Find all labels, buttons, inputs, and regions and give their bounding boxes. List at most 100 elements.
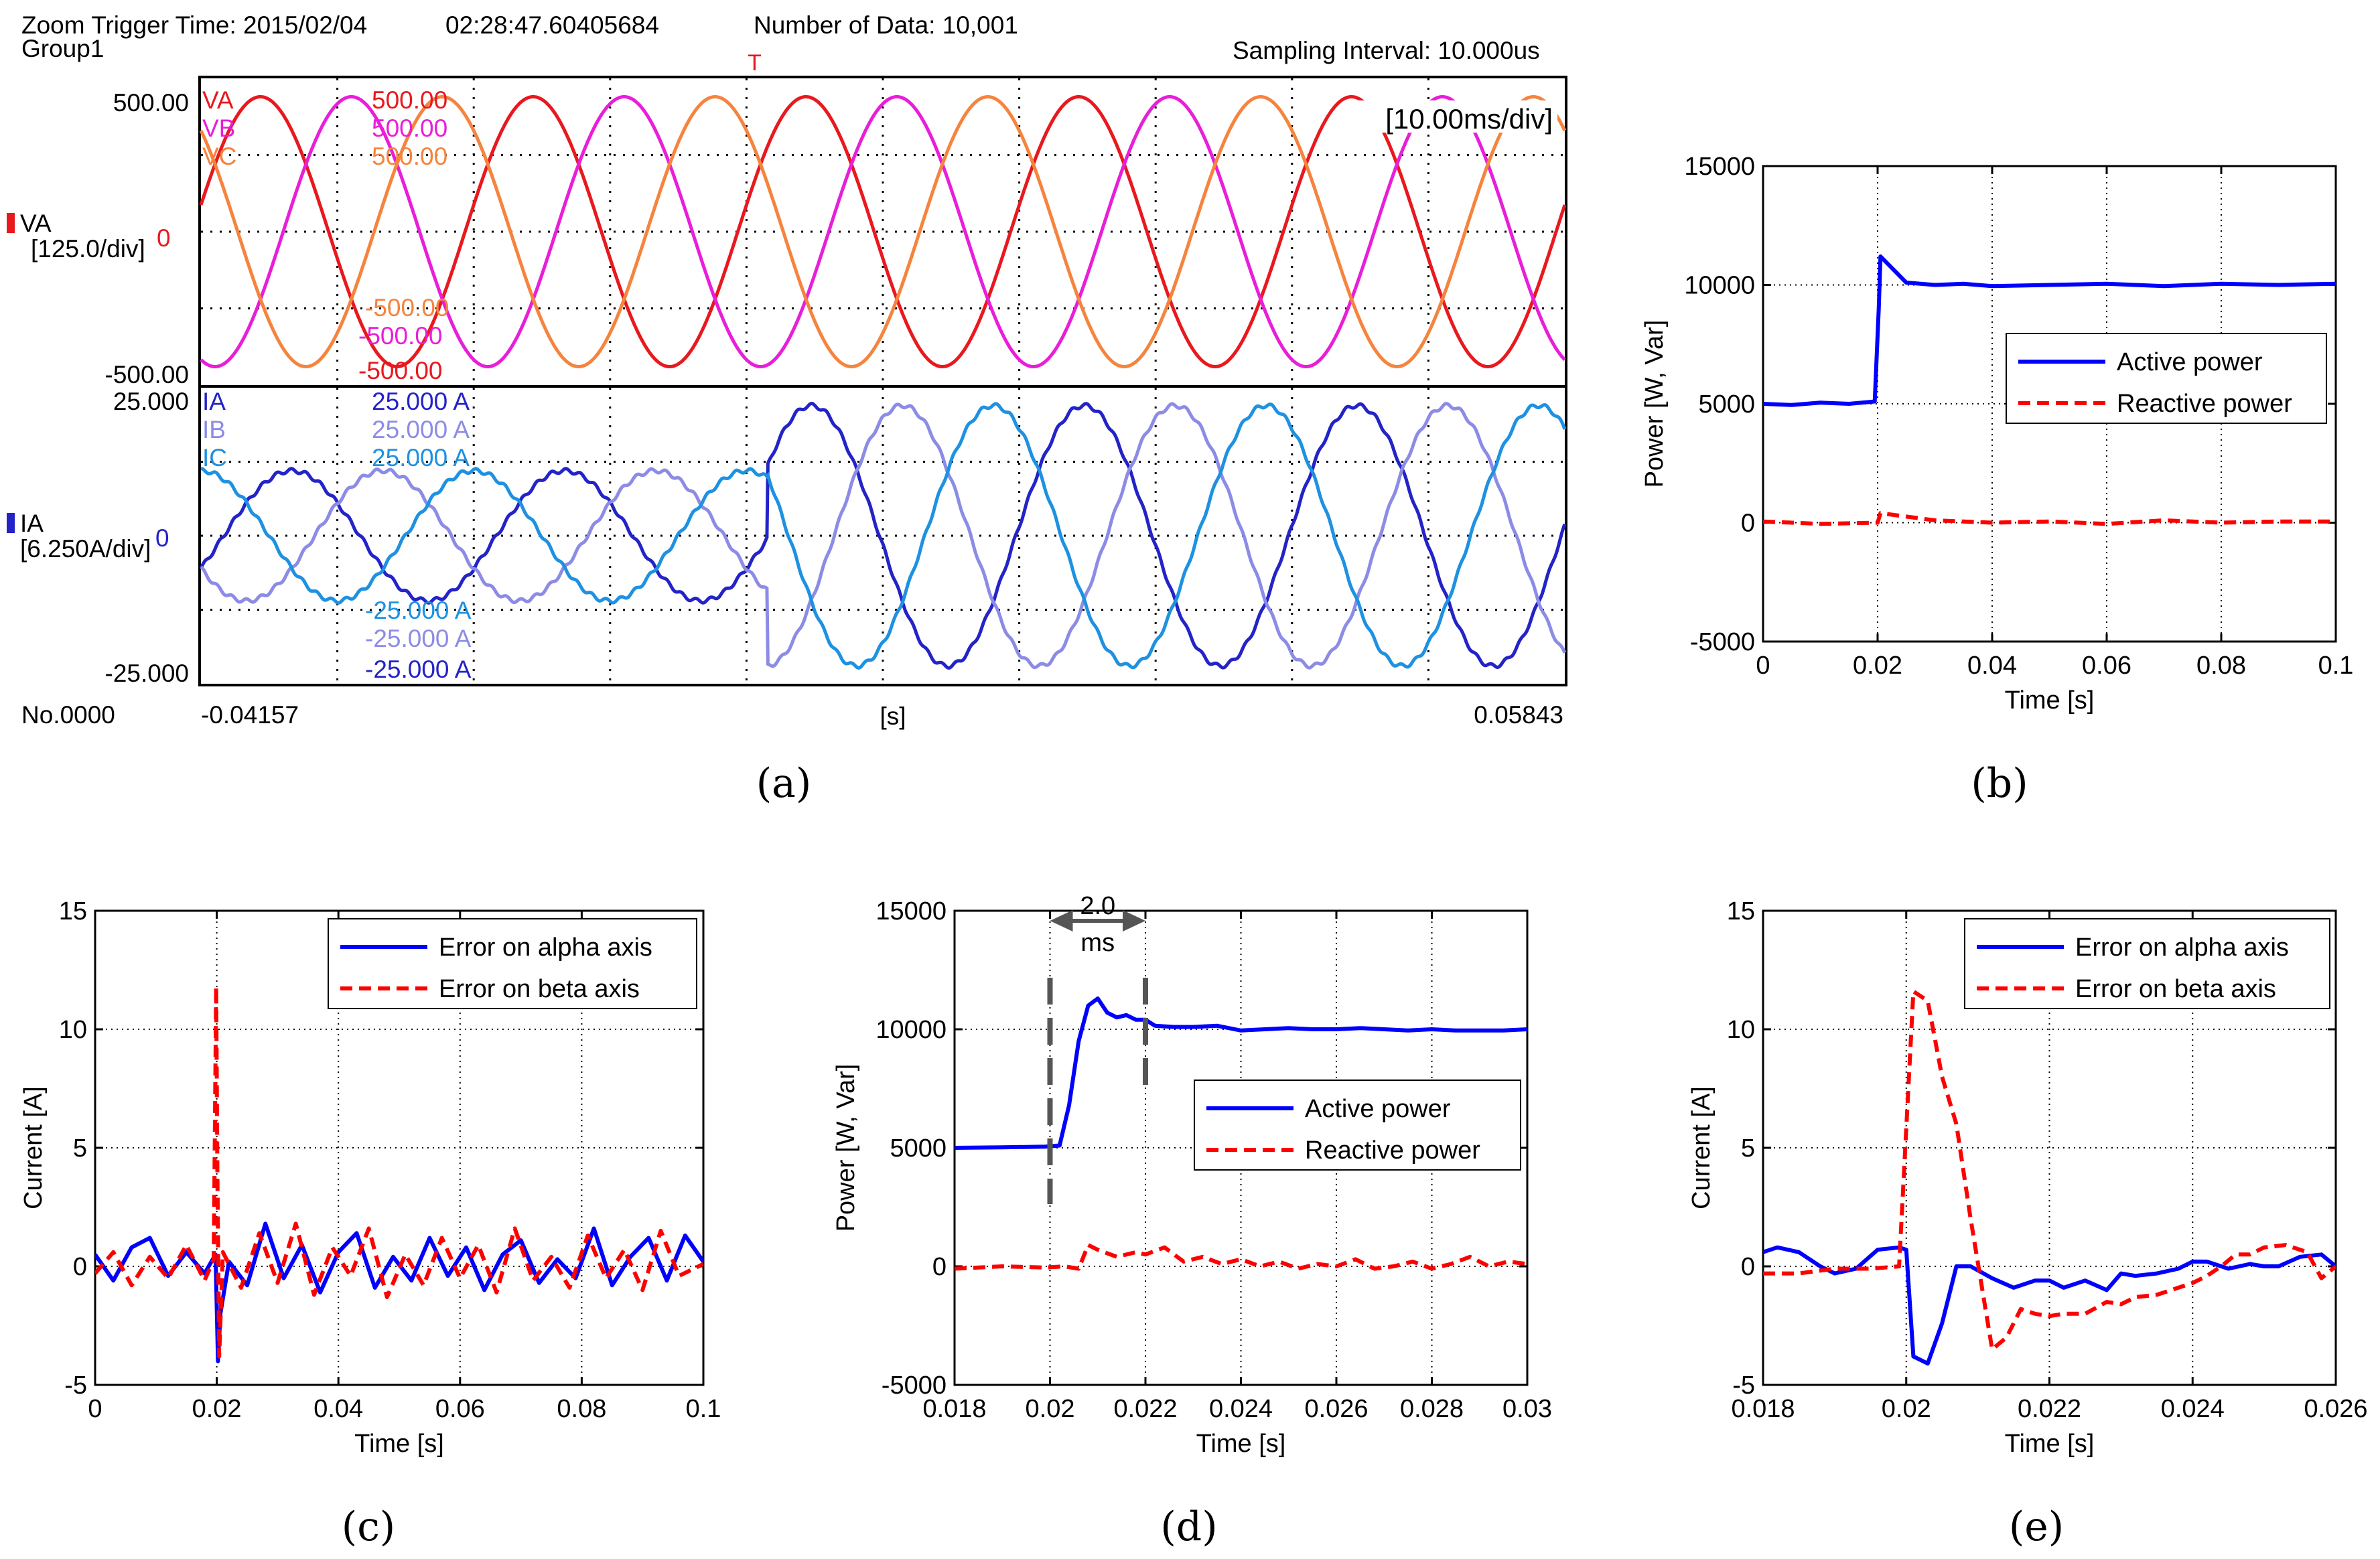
x-tick-label: 0.06 — [2082, 652, 2131, 680]
timebase-label: [10.00ms/div] — [1385, 103, 1553, 135]
legend-label: Active power — [2117, 348, 2263, 376]
va-top-value: 500.00 — [372, 86, 447, 114]
y-axis-label: Power [W, Var] — [1640, 320, 1669, 488]
y-tick-label: 15000 — [1684, 153, 1755, 181]
header-ndata: Number of Data: 10,001 — [754, 11, 1018, 39]
series-label-vc: VC — [202, 143, 236, 170]
x-end-label: 0.05843 — [1474, 701, 1563, 729]
series-label-vb: VB — [202, 115, 235, 142]
legend-label: Error on beta axis — [2075, 975, 2276, 1003]
y-axis-label: Current [A] — [1687, 1086, 1716, 1209]
x-tick-label: 0.06 — [435, 1395, 485, 1423]
legend-label: Error on beta axis — [439, 975, 640, 1003]
x-axis-label: Time [s] — [2005, 1430, 2095, 1458]
legend-label: Active power — [1305, 1095, 1451, 1123]
x-axis-label: Time [s] — [354, 1430, 444, 1458]
legend-box — [2006, 333, 2327, 424]
x-tick-label: 0.04 — [1967, 652, 2017, 680]
header-group: Group1 — [21, 35, 104, 62]
series-label-ib: IB — [202, 416, 226, 443]
x-tick-label: 0 — [1756, 652, 1770, 680]
series-label-ia: IA — [202, 388, 226, 415]
series-line-primary — [1763, 1245, 2336, 1366]
series-line-primary — [1763, 254, 2336, 407]
x-tick-label: 0.02 — [1882, 1395, 1931, 1423]
curr-div-label: [6.250A/div] — [20, 535, 151, 563]
series-line-secondary — [1763, 511, 2336, 526]
x-tick-label: 0.022 — [2018, 1395, 2081, 1423]
y-tick-label: 10000 — [876, 1016, 947, 1044]
y-tick-label: 5000 — [890, 1134, 947, 1163]
y-tick-label: 5 — [73, 1134, 87, 1163]
x-tick-label: 0.02 — [1026, 1395, 1075, 1423]
x-tick-label: 0.018 — [922, 1395, 986, 1423]
y-tick-label: 15 — [59, 897, 87, 925]
series-line-secondary — [1763, 989, 2336, 1351]
y-tick-label: 5000 — [1698, 390, 1755, 419]
legend-label: Error on alpha axis — [439, 934, 652, 962]
x-tick-label: 0.08 — [2196, 652, 2246, 680]
ib-top-value: 25.000 A — [372, 416, 470, 443]
x-unit-label: [s] — [880, 702, 906, 730]
wave-vb — [200, 95, 1566, 368]
y-tick-label: 0 — [932, 1253, 947, 1281]
volt-bottom-label: -500.00 — [105, 361, 190, 388]
va-bottom-value: -500.00 — [358, 357, 443, 384]
curr-channel-label: IA — [20, 510, 44, 537]
volt-channel-label: VA — [20, 210, 52, 237]
x-tick-label: 0.024 — [1209, 1395, 1273, 1423]
y-axis-label: Current [A] — [19, 1086, 48, 1209]
y-tick-label: -5 — [64, 1371, 87, 1400]
annotation-text: ms — [1080, 929, 1115, 957]
x-tick-label: 0.02 — [1853, 652, 1902, 680]
caption-a: (a) — [756, 760, 812, 807]
series-line-secondary — [95, 984, 703, 1359]
vb-top-value: 500.00 — [372, 115, 447, 142]
panel-d: 0.018 0.02 0.022 0.024 0.026 0.028 0.03 -5000 0 5… — [832, 892, 1552, 1458]
x-tick-label: 0.08 — [557, 1395, 606, 1423]
ia-top-value: 25.000 A — [372, 388, 470, 415]
y-tick-label: 10 — [1727, 1016, 1755, 1044]
y-axis-label: Power [W, Var] — [832, 1064, 860, 1232]
no-label: No.0000 — [21, 701, 115, 729]
x-tick-label: 0.02 — [192, 1395, 242, 1423]
annotation-text: 2.0 — [1080, 892, 1115, 920]
volt-channel-marker — [7, 213, 15, 233]
legend-box — [328, 918, 697, 1009]
wave-va — [199, 95, 1567, 368]
vc-bottom-value: -500.00 — [365, 294, 449, 321]
volt-top-label: 500.00 — [113, 89, 189, 117]
y-tick-label: 15 — [1727, 897, 1755, 925]
volt-zero-label: 0 — [157, 224, 171, 252]
x-tick-label: 0.028 — [1400, 1395, 1464, 1423]
scope-waves — [199, 94, 1567, 670]
caption-d: (d) — [1160, 1503, 1217, 1550]
y-tick-label: -5000 — [882, 1371, 947, 1400]
x-axis-label: Time [s] — [2005, 686, 2095, 715]
header-sampling: Sampling Interval: 10.000us — [1233, 37, 1540, 64]
series-line-primary — [955, 996, 1527, 1150]
header-time: 02:28:47.60405684 — [445, 11, 659, 39]
wave-ic — [200, 402, 1567, 670]
series-line-primary — [95, 1221, 703, 1363]
curr-top-label: 25.000 — [113, 388, 189, 415]
scope-frame — [198, 76, 1567, 686]
vc-top-value: 500.00 — [372, 143, 447, 170]
x-tick-label: 0.026 — [1304, 1395, 1368, 1423]
curr-zero-label: 0 — [155, 524, 169, 552]
scope-grid — [201, 78, 1565, 684]
wave-ia — [199, 401, 1567, 670]
x-tick-label: 0.1 — [2318, 652, 2354, 680]
ia-bottom-value: -25.000 A — [365, 656, 472, 683]
annotation-arrow-head — [1050, 910, 1073, 932]
panel-e: 0.018 0.02 0.022 0.024 0.026 -5 0 5 10 15 Time [s]… — [1687, 897, 2368, 1458]
trigger-marker: T — [748, 50, 762, 76]
x-start-label: -0.04157 — [201, 701, 299, 729]
y-tick-label: 0 — [73, 1253, 87, 1281]
x-tick-label: 0.03 — [1502, 1395, 1552, 1423]
volt-div-label: [125.0/div] — [31, 235, 145, 263]
curr-channel-marker — [7, 513, 15, 533]
x-tick-label: 0.026 — [2304, 1395, 2367, 1423]
legend-box — [1194, 1080, 1521, 1171]
